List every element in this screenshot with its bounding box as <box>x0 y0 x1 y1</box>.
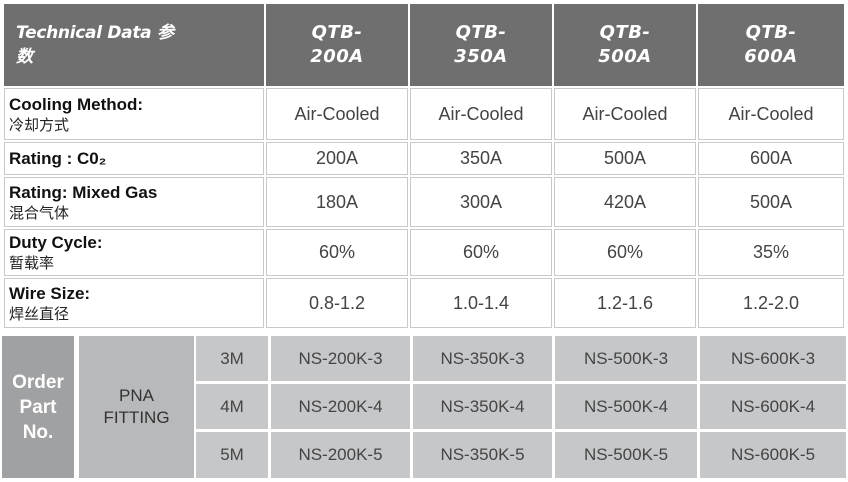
order-row-3m: 3M NS-200K-3 NS-350K-3 NS-500K-3 NS-600K… <box>196 336 846 381</box>
value-cell: 0.8-1.2 <box>266 278 408 328</box>
row-label: Wire Size: 焊丝直径 <box>4 278 264 328</box>
part-number: NS-500K-4 <box>555 384 697 429</box>
value-cell: 60% <box>266 229 408 276</box>
label-zh: 暂载率 <box>9 254 55 272</box>
model-line2: 350A <box>454 46 508 67</box>
order-label-line: No. <box>22 421 54 443</box>
value-cell: 200A <box>266 142 408 175</box>
row-cooling-method: Cooling Method: 冷却方式 Air-Cooled Air-Cool… <box>4 88 844 140</box>
row-rating-mixed-gas: Rating: Mixed Gas 混合气体 180A 300A 420A 50… <box>4 177 844 227</box>
value-cell: 1.0-1.4 <box>410 278 552 328</box>
part-number: NS-350K-3 <box>413 336 552 381</box>
value-cell: 1.2-2.0 <box>698 278 844 328</box>
value-cell: Air-Cooled <box>410 88 552 140</box>
part-number: NS-350K-4 <box>413 384 552 429</box>
label-zh: 冷却方式 <box>9 115 70 134</box>
value-cell: 600A <box>698 142 844 175</box>
label-en: Rating: Mixed Gas <box>9 182 158 202</box>
model-header-350a: QTB- 350A <box>410 4 552 86</box>
value-cell: Air-Cooled <box>266 88 408 140</box>
header-row: Technical Data 参 数 QTB- 200A QTB- 350A Q… <box>4 4 844 86</box>
heading-zh: 数 <box>16 47 33 67</box>
part-number: NS-600K-4 <box>700 384 846 429</box>
row-label: Duty Cycle: 暂载率 <box>4 229 264 276</box>
row-duty-cycle: Duty Cycle: 暂载率 60% 60% 60% 35% <box>4 229 844 276</box>
order-label-line: Part <box>19 396 57 418</box>
part-number: NS-600K-3 <box>700 336 846 381</box>
model-line2: 500A <box>598 46 652 67</box>
pna-fitting-label: PNA FITTING <box>79 336 194 478</box>
fitting-label-line: FITTING <box>103 408 170 427</box>
technical-data-table: Technical Data 参 数 QTB- 200A QTB- 350A Q… <box>2 2 846 330</box>
order-row-4m: 4M NS-200K-4 NS-350K-4 NS-500K-4 NS-600K… <box>196 384 846 429</box>
value-cell: 35% <box>698 229 844 276</box>
row-wire-size: Wire Size: 焊丝直径 0.8-1.2 1.0-1.4 1.2-1.6 … <box>4 278 844 328</box>
model-line1: QTB- <box>745 22 797 43</box>
row-label: Rating : C0₂ <box>4 142 264 175</box>
fitting-label-line: PNA <box>119 386 154 405</box>
label-zh: 焊丝直径 <box>9 304 70 323</box>
value-cell: 180A <box>266 177 408 227</box>
model-line1: QTB- <box>455 22 507 43</box>
value-cell: Air-Cooled <box>698 88 844 140</box>
order-part-grid: 3M NS-200K-3 NS-350K-3 NS-500K-3 NS-600K… <box>196 336 846 478</box>
part-number: NS-350K-5 <box>413 432 552 478</box>
cable-length: 5M <box>196 432 268 478</box>
value-cell: 350A <box>410 142 552 175</box>
row-rating-co2: Rating : C0₂ 200A 350A 500A 600A <box>4 142 844 175</box>
cable-length: 3M <box>196 336 268 381</box>
row-label: Rating: Mixed Gas 混合气体 <box>4 177 264 227</box>
value-cell: 60% <box>410 229 552 276</box>
part-number: NS-600K-5 <box>700 432 846 478</box>
label-en: Wire Size: <box>9 283 91 303</box>
model-line2: 200A <box>310 46 364 67</box>
model-header-200a: QTB- 200A <box>266 4 408 86</box>
order-part-table: Order Part No. PNA FITTING 3M NS-200K-3 … <box>2 336 846 478</box>
label-zh: 混合气体 <box>9 203 70 222</box>
order-row-5m: 5M NS-200K-5 NS-350K-5 NS-500K-5 NS-600K… <box>196 432 846 478</box>
order-label-line: Order <box>12 371 64 393</box>
model-line1: QTB- <box>311 22 363 43</box>
part-number: NS-500K-3 <box>555 336 697 381</box>
model-line2: 600A <box>744 46 798 67</box>
part-number: NS-500K-5 <box>555 432 697 478</box>
row-label: Cooling Method: 冷却方式 <box>4 88 264 140</box>
value-cell: 300A <box>410 177 552 227</box>
technical-data-heading: Technical Data 参 数 <box>4 4 264 86</box>
value-cell: Air-Cooled <box>554 88 696 140</box>
label-en: Rating : C0₂ <box>9 149 107 168</box>
label-en: Duty Cycle: <box>9 233 103 252</box>
model-header-600a: QTB- 600A <box>698 4 844 86</box>
model-line1: QTB- <box>599 22 651 43</box>
part-number: NS-200K-3 <box>271 336 410 381</box>
value-cell: 500A <box>698 177 844 227</box>
value-cell: 1.2-1.6 <box>554 278 696 328</box>
model-header-500a: QTB- 500A <box>554 4 696 86</box>
order-part-label: Order Part No. <box>2 336 74 478</box>
value-cell: 500A <box>554 142 696 175</box>
value-cell: 420A <box>554 177 696 227</box>
value-cell: 60% <box>554 229 696 276</box>
part-number: NS-200K-4 <box>271 384 410 429</box>
heading-en: Technical Data 参 <box>16 23 174 43</box>
cable-length: 4M <box>196 384 268 429</box>
part-number: NS-200K-5 <box>271 432 410 478</box>
label-en: Cooling Method: <box>9 94 144 114</box>
